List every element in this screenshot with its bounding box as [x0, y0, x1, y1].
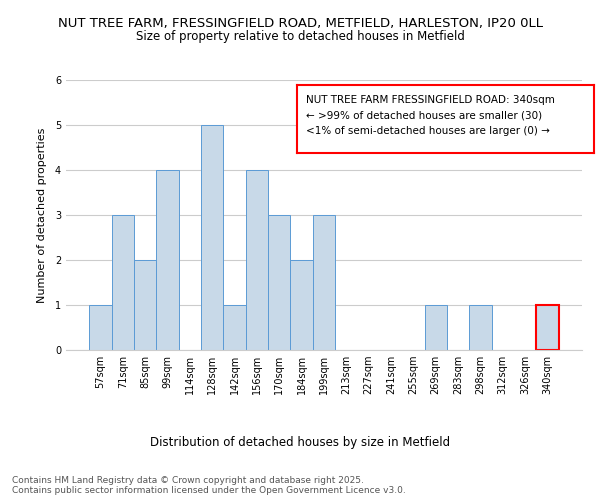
Bar [223, 305, 246, 350]
Bar [536, 305, 559, 350]
Bar [425, 305, 447, 350]
Bar [246, 170, 268, 350]
Bar [469, 305, 491, 350]
Bar [313, 215, 335, 350]
Bar [290, 260, 313, 350]
Bar [134, 260, 157, 350]
Text: NUT TREE FARM, FRESSINGFIELD ROAD, METFIELD, HARLESTON, IP20 0LL: NUT TREE FARM, FRESSINGFIELD ROAD, METFI… [58, 18, 542, 30]
Bar [201, 125, 223, 350]
Text: Contains HM Land Registry data © Crown copyright and database right 2025.
Contai: Contains HM Land Registry data © Crown c… [12, 476, 406, 495]
Text: Distribution of detached houses by size in Metfield: Distribution of detached houses by size … [150, 436, 450, 449]
Text: Size of property relative to detached houses in Metfield: Size of property relative to detached ho… [136, 30, 464, 43]
Bar [112, 215, 134, 350]
Bar [89, 305, 112, 350]
Y-axis label: Number of detached properties: Number of detached properties [37, 128, 47, 302]
Bar [157, 170, 179, 350]
Text: NUT TREE FARM FRESSINGFIELD ROAD: 340sqm
← >99% of detached houses are smaller (: NUT TREE FARM FRESSINGFIELD ROAD: 340sqm… [306, 95, 555, 136]
Bar [268, 215, 290, 350]
